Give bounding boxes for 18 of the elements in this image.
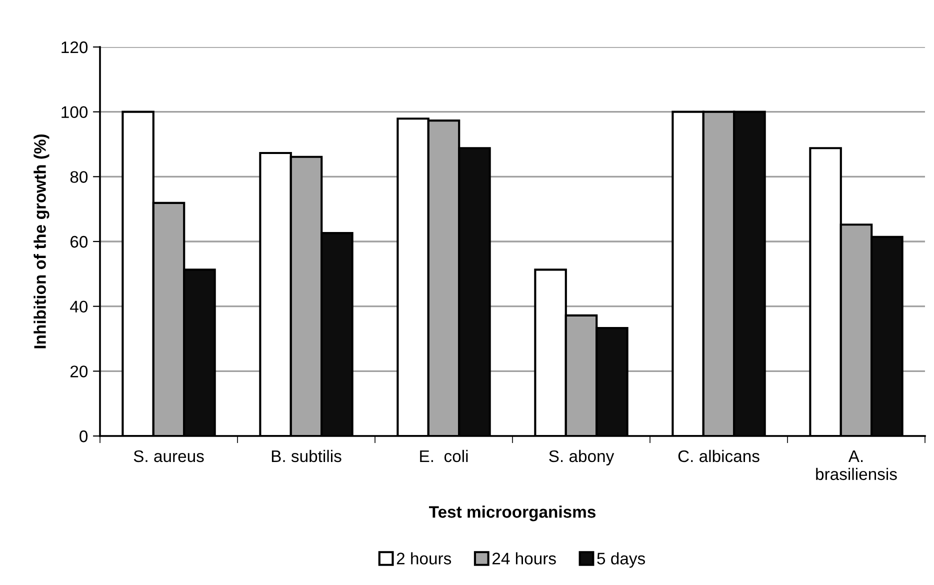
x-tick-label: E. coli <box>420 450 468 462</box>
y-tick-label: 0 <box>80 430 88 442</box>
legend-label: 24 hours <box>492 552 556 564</box>
x-tick-label: C. albicans <box>678 450 760 462</box>
legend-label: 2 hours <box>396 552 452 564</box>
y-tick-label: 120 <box>62 41 88 54</box>
legend-label: 5 days <box>597 552 646 568</box>
y-tick-label: 20 <box>70 366 88 378</box>
x-tick-label: A. brasiliensis <box>816 450 897 480</box>
x-tick-label: B. subtilis <box>272 450 342 462</box>
y-tick-label: 100 <box>62 106 88 118</box>
y-tick-label: 80 <box>70 171 88 183</box>
x-tick-label: S. aureus <box>134 450 204 462</box>
x-tick-label: S. abony <box>549 450 614 466</box>
y-tick-label: 60 <box>70 236 88 248</box>
x-axis-title: Test microorganisms <box>429 506 596 522</box>
y-tick-label: 40 <box>70 300 88 313</box>
y-axis-title: Inhibition of the growth (%) <box>34 134 50 348</box>
